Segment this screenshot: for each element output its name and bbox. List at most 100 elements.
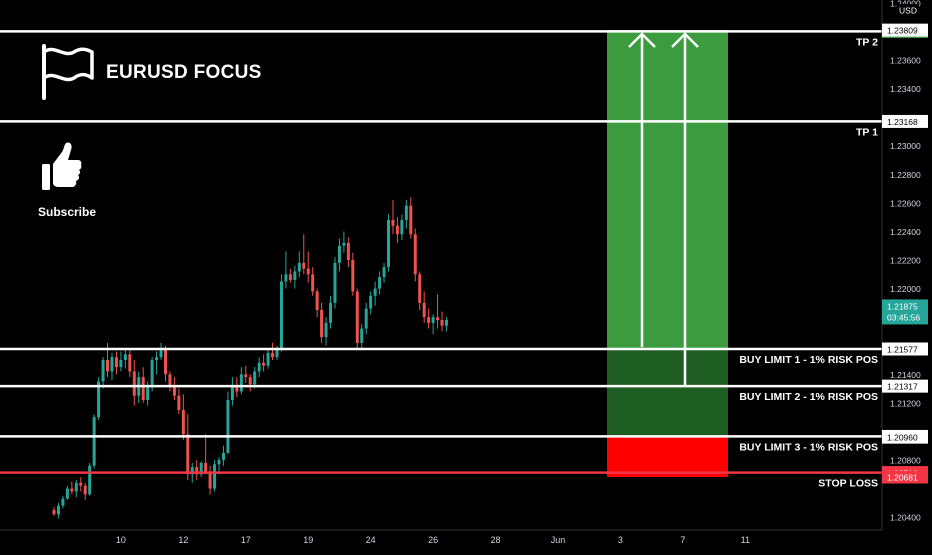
candle-body (230, 385, 234, 400)
candle-body (159, 348, 163, 358)
level-label: TP 1 (856, 126, 878, 138)
level-price-tag-bg (882, 379, 928, 393)
candle-body (97, 381, 101, 418)
candle-body (266, 352, 270, 366)
candle-body (337, 245, 341, 263)
level-price-tag: 1.21317 (887, 382, 918, 392)
candle-body (351, 260, 355, 292)
candle-body (146, 385, 150, 400)
y-tick-label: 1.23000 (890, 141, 921, 151)
candle-body (92, 417, 96, 466)
candle-body (248, 377, 252, 385)
candle-body (315, 291, 319, 310)
level-price-tag-bg (882, 114, 928, 128)
candle-body (257, 362, 261, 372)
candle-body (65, 488, 69, 499)
current-price-countdown: 03:45:56 (887, 312, 920, 322)
thumbs-up-icon[interactable] (40, 140, 82, 194)
arrow-left-head (628, 32, 656, 48)
candle-body (253, 371, 257, 385)
candle-body (324, 322, 328, 338)
candle-body (275, 348, 279, 358)
candle-body (61, 498, 65, 506)
y-tick-label: 1.22800 (890, 170, 921, 180)
y-tick-label: 1.21200 (890, 398, 921, 408)
level-label: BUY LIMIT 3 - 1% RISK POS (739, 441, 878, 453)
candle-body (306, 268, 310, 275)
candle-body (217, 460, 221, 465)
candle-body (164, 348, 167, 375)
candle-body (311, 274, 315, 292)
candle-body (235, 385, 239, 392)
candle-body (204, 462, 208, 472)
candle-body (106, 360, 110, 372)
candle-body (329, 302, 333, 323)
candle-body (114, 357, 118, 368)
candle-body (288, 274, 292, 280)
candle-body (444, 320, 448, 326)
candle-body (320, 310, 324, 338)
level-price-tag: 1.21577 (887, 345, 918, 355)
candle-body (56, 505, 60, 515)
currency-label: USD (899, 6, 917, 16)
candle-body (378, 277, 382, 289)
extra-price-tag: 1.20960 (887, 433, 918, 443)
y-tick-label: 1.23600 (890, 56, 921, 66)
candle-body (123, 354, 127, 360)
candle-body (52, 510, 56, 515)
candle-body (440, 320, 444, 326)
candle-body (409, 205, 413, 235)
candle-body (387, 220, 390, 268)
x-tick-label: 17 (241, 535, 251, 545)
candle-body (404, 205, 408, 220)
current-price-tag: 1.21875 (887, 301, 918, 311)
candle-body (190, 467, 194, 475)
candle-body (132, 371, 136, 396)
candle-body (422, 302, 426, 318)
level-price-tag: 1.23168 (887, 117, 918, 127)
x-tick-label: 11 (741, 535, 750, 545)
current-price-tag-bg (882, 299, 928, 325)
currency-bg (897, 4, 919, 16)
x-tick-label: 3 (618, 535, 623, 545)
candle-body (262, 362, 266, 366)
flag-icon (38, 42, 96, 102)
candle-body (155, 357, 159, 360)
subscribe-label[interactable]: Subscribe (38, 205, 97, 219)
candle-body (382, 267, 386, 278)
candle-body (213, 464, 217, 489)
x-tick-label: Jun (551, 535, 566, 545)
candle-body (168, 374, 172, 386)
candle-body (208, 471, 212, 489)
candle-body (342, 242, 346, 246)
candle-body (427, 317, 431, 323)
target-zone (607, 30, 728, 349)
candle-body (128, 354, 132, 372)
candle-body (244, 374, 248, 378)
y-tick-label: 1.21400 (890, 370, 921, 380)
overlay-title: EURUSD FOCUS (106, 62, 262, 83)
candle-body (297, 262, 301, 272)
y-tick-label: 1.22400 (890, 227, 921, 237)
extra-price-tag-bg (882, 470, 928, 484)
candle-body (436, 317, 440, 320)
candle-body (418, 274, 422, 303)
candle-body (360, 328, 364, 343)
candle-body (79, 482, 83, 486)
candle-body (346, 242, 350, 260)
candle-body (101, 360, 105, 382)
candle-body (172, 385, 176, 396)
candle-body (279, 281, 283, 349)
price-axis (882, 0, 932, 550)
candle-body (83, 485, 87, 495)
extra-price-tag: 1.23809 (887, 26, 918, 36)
candle-body (369, 295, 373, 309)
level-label: STOP LOSS (818, 478, 878, 490)
candle-body (293, 271, 297, 280)
candle-body (226, 400, 230, 453)
y-tick-label: 1.23400 (890, 84, 921, 94)
candle-body (364, 308, 368, 329)
candle-body (355, 291, 359, 343)
